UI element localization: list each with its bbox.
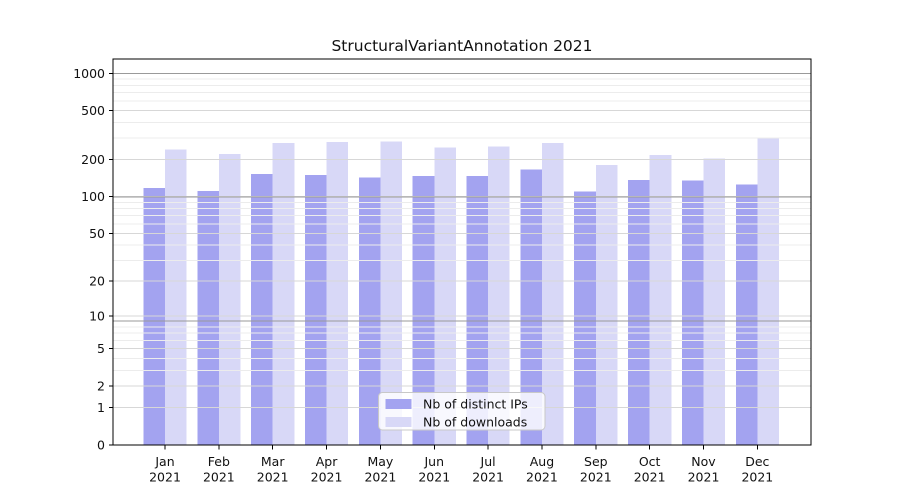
x-tick-label-year: 2021: [634, 470, 666, 485]
bar-nb-of-downloads-mar-2021: [272, 142, 295, 445]
bar-nb-of-downloads-apr-2021: [326, 141, 349, 445]
bar-nb-of-distinct-ips-mar-2021: [251, 174, 273, 445]
bar-nb-of-distinct-ips-aug-2021: [520, 169, 542, 445]
bar-nb-of-downloads-nov-2021: [703, 158, 726, 445]
x-tick-label-month: Oct: [639, 454, 661, 469]
y-tick-label: 1: [97, 400, 105, 415]
y-tick-label: 100: [81, 189, 105, 204]
bar-nb-of-distinct-ips-dec-2021: [735, 184, 758, 445]
x-tick-label-month: Nov: [691, 454, 716, 469]
bar-nb-of-distinct-ips-feb-2021: [197, 191, 219, 445]
y-tick-label: 500: [81, 103, 105, 118]
x-tick-label-year: 2021: [203, 470, 235, 485]
legend-box: [378, 392, 546, 431]
plot-frame: [112, 58, 812, 446]
x-tick-label-month: Jun: [423, 454, 444, 469]
x-tick-label-year: 2021: [741, 470, 773, 485]
bar-nb-of-downloads-dec-2021: [757, 137, 779, 446]
bar-nb-of-distinct-ips-may-2021: [358, 177, 381, 445]
x-tick-label-year: 2021: [526, 470, 558, 485]
x-tick-label-month: Dec: [745, 454, 769, 469]
x-tick-label-month: Sep: [584, 454, 608, 469]
bar-nb-of-downloads-aug-2021: [541, 143, 564, 445]
x-tick-label-year: 2021: [418, 470, 450, 485]
x-tick-label-month: May: [367, 454, 393, 469]
x-tick-label-month: Jan: [154, 454, 174, 469]
bars-layer: [143, 137, 779, 446]
y-tick-label: 2: [97, 378, 105, 393]
x-tick-label-year: 2021: [149, 470, 181, 485]
x-tick-label-year: 2021: [472, 470, 504, 485]
bar-nb-of-downloads-sep-2021: [595, 165, 618, 445]
y-tick-label: 200: [81, 152, 105, 167]
bar-nb-of-distinct-ips-oct-2021: [628, 179, 650, 445]
gridlines: [113, 72, 811, 409]
x-tick-label-year: 2021: [257, 470, 289, 485]
legend-swatch-nb-of-downloads: [385, 417, 412, 427]
chart-title: StructuralVariantAnnotation 2021: [331, 37, 592, 55]
x-tick-label-month: Jul: [480, 454, 496, 469]
bar-nb-of-downloads-may-2021: [380, 141, 402, 445]
bar-series-nb-of-downloads: [165, 137, 779, 446]
bar-nb-of-distinct-ips-jun-2021: [412, 176, 435, 445]
y-tick-label: 50: [89, 226, 105, 241]
bar-series-nb-of-distinct-ips: [143, 169, 758, 445]
x-tick-label-year: 2021: [364, 470, 396, 485]
y-tick-label: 0: [97, 438, 105, 453]
y-tick-label: 10: [89, 308, 105, 323]
y-tick-label: 5: [97, 341, 105, 356]
bar-nb-of-downloads-oct-2021: [649, 154, 672, 445]
x-tick-label-year: 2021: [580, 470, 612, 485]
x-tick-label-month: Feb: [208, 454, 230, 469]
x-tick-label-month: Aug: [530, 454, 554, 469]
x-tick-label-month: Apr: [316, 454, 338, 469]
x-tick-label-year: 2021: [311, 470, 343, 485]
bar-nb-of-distinct-ips-sep-2021: [574, 191, 596, 445]
legend: Nb of distinct IPs Nb of downloads: [378, 392, 546, 431]
legend-swatch-nb-of-distinct-ips: [385, 399, 412, 409]
x-tick-label-year: 2021: [688, 470, 720, 485]
y-tick-label: 20: [89, 274, 105, 289]
y-tick-label: 1000: [73, 66, 105, 81]
bar-nb-of-downloads-jan-2021: [165, 149, 187, 445]
legend-label-nb-of-downloads: Nb of downloads: [423, 415, 527, 430]
bar-nb-of-distinct-ips-nov-2021: [681, 180, 704, 445]
bar-nb-of-distinct-ips-jul-2021: [466, 175, 489, 445]
x-tick-label-month: Mar: [261, 454, 285, 469]
bar-nb-of-distinct-ips-apr-2021: [304, 175, 327, 445]
x-axis: Jan2021Feb2021Mar2021Apr2021May2021Jun20…: [149, 445, 773, 485]
bar-nb-of-downloads-feb-2021: [218, 154, 241, 445]
legend-label-nb-of-distinct-ips: Nb of distinct IPs: [423, 397, 528, 412]
